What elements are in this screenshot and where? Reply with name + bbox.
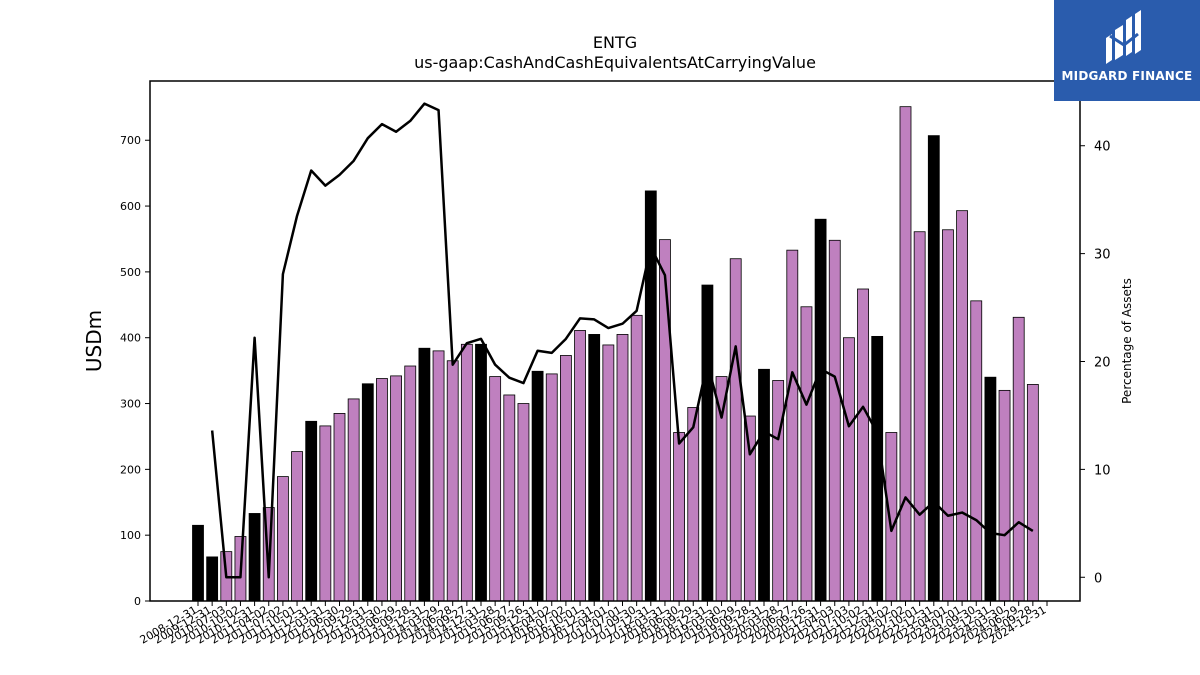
bar-2014-03-29 [432, 350, 445, 602]
bar-2013-09-28 [404, 365, 417, 602]
bar-2021-04-03 [828, 239, 841, 602]
bar-2015-03-28 [489, 376, 502, 602]
bar-2018-12-31 [701, 284, 714, 602]
bar-2019-03-30 [715, 376, 728, 602]
bar-2013-06-29 [390, 375, 403, 602]
y-tick-label: 600 [120, 200, 141, 213]
bar-2012-12-31 [361, 383, 374, 602]
bar-2014-09-27 [460, 343, 473, 602]
bar-2023-04-01 [942, 229, 954, 602]
bar-2022-04-02 [885, 432, 898, 602]
bar-2019-12-31 [758, 368, 770, 602]
bar-2011-10-01 [291, 451, 303, 602]
bar-2021-07-03 [843, 337, 855, 602]
bar-2011-07-02 [276, 476, 289, 602]
bar-2012-03-31 [319, 425, 332, 602]
bar-2013-03-30 [376, 378, 388, 602]
y-tick-label: 300 [120, 398, 141, 411]
bar-2020-09-26 [800, 306, 813, 602]
y2-tick-label: 30 [1094, 248, 1111, 263]
y2-tick-label: 20 [1094, 355, 1111, 370]
line-layer [210, 102, 1034, 579]
bar-2022-12-31 [927, 135, 940, 602]
bar-2019-06-29 [729, 258, 742, 602]
y-tick-label: 700 [120, 134, 141, 147]
bar-2021-10-02 [857, 288, 869, 602]
y-tick-label: 100 [120, 529, 141, 542]
brand-name: MIDGARD FINANCE [1061, 69, 1193, 83]
y-tick-label: 200 [120, 463, 141, 476]
bar-2024-09-28 [1026, 384, 1039, 602]
bar-2015-09-26 [517, 403, 530, 602]
bar-2018-09-29 [687, 407, 700, 602]
bar-2015-06-27 [503, 394, 516, 602]
chart-subtitle: us-gaap:CashAndCashEquivalentsAtCarrying… [414, 53, 816, 72]
bar-2016-07-02 [560, 355, 572, 602]
bar-2020-03-28 [772, 380, 785, 602]
bar-2022-10-01 [913, 231, 926, 602]
bar-2018-03-31 [659, 239, 671, 602]
y2-tick-label: 0 [1094, 571, 1102, 586]
bar-2009-12-31 [206, 556, 219, 602]
bar-2023-09-30 [970, 300, 983, 602]
bar-2016-10-01 [574, 330, 586, 602]
y-tick-label: 500 [120, 266, 141, 279]
bar-2016-12-31 [588, 334, 601, 602]
bar-2017-04-01 [602, 344, 615, 602]
y2-tick-label: 10 [1094, 463, 1111, 478]
percentage-line [210, 102, 1034, 579]
bar-2012-09-29 [347, 398, 360, 602]
bar-2014-06-28 [446, 360, 459, 602]
y-tick-label: 400 [120, 332, 141, 345]
bar-2017-07-01 [616, 334, 629, 602]
bar-2023-07-01 [956, 210, 968, 602]
brand-mark-icon [1106, 10, 1141, 64]
bar-2021-12-31 [871, 335, 884, 602]
bar-2018-06-30 [673, 432, 685, 602]
brand-logo: MIDGARD FINANCE [1054, 0, 1200, 101]
chart-title: ENTG [593, 33, 637, 52]
bar-2024-03-30 [998, 389, 1011, 602]
bar-2012-06-30 [333, 413, 346, 602]
y-tick-label: 0 [134, 595, 141, 608]
plot-frame [149, 80, 1081, 602]
left-axis-ticks: 0 100 200 300 400 500 600 700 [120, 134, 150, 608]
bar-2019-09-28 [743, 415, 756, 602]
x-axis-ticks: 2008-12-312009-12-312010-07-032010-10-02… [138, 601, 1049, 647]
bar-2016-04-02 [545, 373, 558, 602]
y-axis-label: USDm [82, 310, 106, 372]
bar-2015-12-31 [531, 370, 544, 602]
y2-axis-label: Percentage of Assets [1120, 278, 1134, 404]
bar-2023-12-31 [984, 376, 997, 602]
right-axis-ticks: 0 10 20 30 40 [1080, 140, 1111, 586]
bar-2011-12-31 [305, 420, 318, 602]
bar-2024-06-29 [1012, 316, 1025, 602]
bar-2020-12-31 [814, 218, 827, 602]
y2-tick-label: 40 [1094, 140, 1111, 155]
bar-2022-07-02 [899, 106, 912, 602]
bar-2014-12-31 [475, 343, 487, 602]
bar-2013-12-31 [418, 347, 431, 602]
bar-2008-12-31 [192, 524, 204, 602]
bar-2020-06-27 [786, 249, 799, 602]
bar-2010-12-31 [248, 513, 261, 602]
bar-2017-09-30 [630, 314, 643, 602]
